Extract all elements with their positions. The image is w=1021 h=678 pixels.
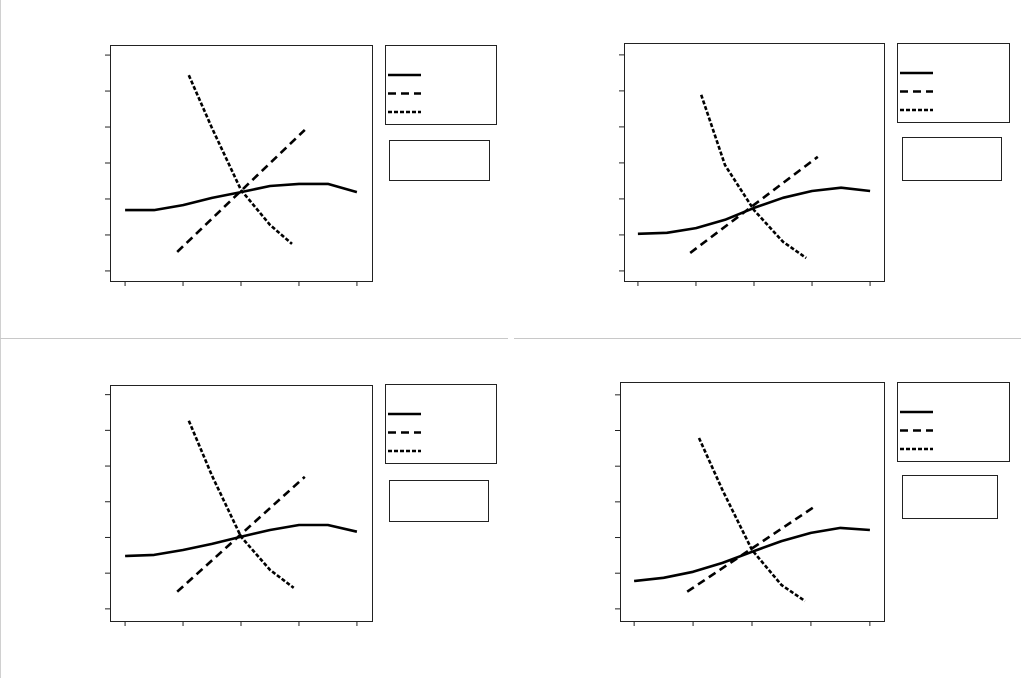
series-line bbox=[176, 475, 306, 593]
text-box bbox=[902, 475, 998, 519]
plot-area bbox=[110, 385, 373, 622]
series-line bbox=[637, 186, 871, 236]
plot-area bbox=[110, 45, 373, 282]
series-line bbox=[689, 155, 819, 254]
plot-area bbox=[620, 382, 885, 622]
series-line bbox=[697, 437, 806, 603]
text-box bbox=[902, 137, 1002, 181]
series-line bbox=[633, 526, 870, 583]
series-line bbox=[699, 94, 807, 260]
series-line bbox=[176, 128, 306, 253]
legend bbox=[897, 382, 1010, 462]
legend bbox=[897, 43, 1010, 123]
text-box bbox=[389, 140, 490, 181]
series-line bbox=[125, 182, 358, 212]
series-line bbox=[187, 420, 295, 589]
text-box bbox=[389, 480, 489, 522]
plot-area bbox=[624, 43, 885, 282]
series-line bbox=[187, 74, 293, 245]
